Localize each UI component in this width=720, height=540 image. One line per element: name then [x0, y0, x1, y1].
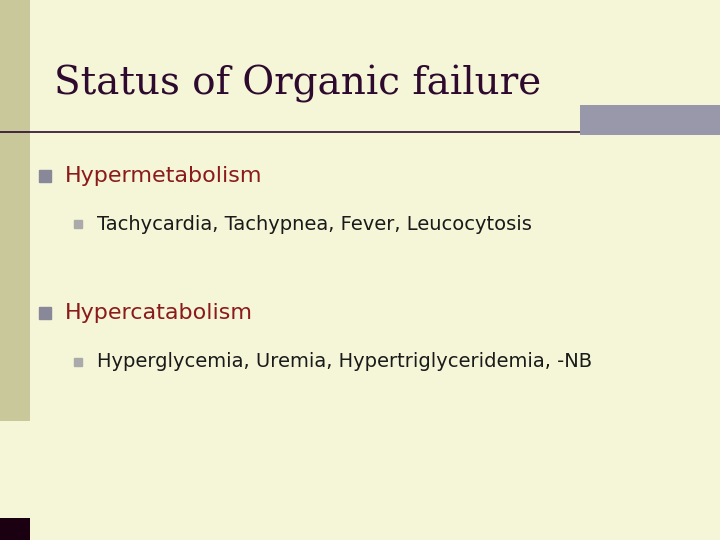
FancyBboxPatch shape — [580, 105, 720, 135]
Text: Hypermetabolism: Hypermetabolism — [65, 165, 262, 186]
Text: Hyperglycemia, Uremia, Hypertriglyceridemia, -NB: Hyperglycemia, Uremia, Hypertriglyceride… — [97, 352, 593, 372]
Text: Status of Organic failure: Status of Organic failure — [54, 65, 541, 103]
Text: Hypercatabolism: Hypercatabolism — [65, 303, 253, 323]
FancyBboxPatch shape — [0, 518, 30, 540]
Text: Tachycardia, Tachypnea, Fever, Leucocytosis: Tachycardia, Tachypnea, Fever, Leucocyto… — [97, 214, 532, 234]
FancyBboxPatch shape — [0, 0, 30, 421]
